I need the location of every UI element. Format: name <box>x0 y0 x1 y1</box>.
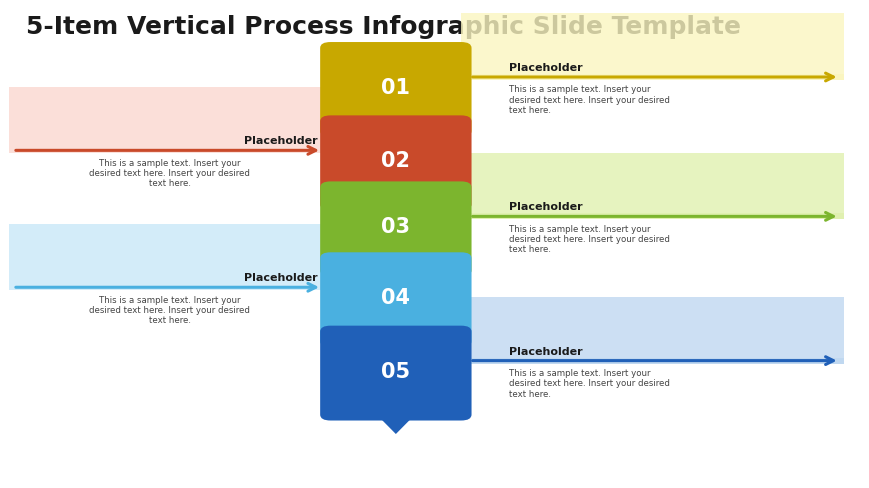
Text: 04: 04 <box>381 288 410 307</box>
FancyBboxPatch shape <box>461 214 843 220</box>
Text: This is a sample text. Insert your
desired text here. Insert your desired
text h: This is a sample text. Insert your desir… <box>508 85 669 115</box>
Polygon shape <box>376 342 415 356</box>
FancyBboxPatch shape <box>461 15 843 81</box>
Text: This is a sample text. Insert your
desired text here. Insert your desired
text h: This is a sample text. Insert your desir… <box>90 295 249 325</box>
Text: 5-Item Vertical Process Infographic Slide Template: 5-Item Vertical Process Infographic Slid… <box>26 15 740 39</box>
Text: Placeholder: Placeholder <box>508 346 582 356</box>
FancyBboxPatch shape <box>461 297 843 364</box>
Text: 05: 05 <box>381 361 410 381</box>
FancyBboxPatch shape <box>461 154 843 220</box>
Text: 03: 03 <box>381 217 410 237</box>
FancyBboxPatch shape <box>320 43 471 138</box>
Polygon shape <box>376 271 415 285</box>
Text: This is a sample text. Insert your
desired text here. Insert your desired
text h: This is a sample text. Insert your desir… <box>90 158 249 188</box>
Text: Placeholder: Placeholder <box>243 273 317 283</box>
FancyBboxPatch shape <box>461 358 843 364</box>
Text: This is a sample text. Insert your
desired text here. Insert your desired
text h: This is a sample text. Insert your desir… <box>508 224 669 254</box>
FancyBboxPatch shape <box>9 224 330 290</box>
Text: 01: 01 <box>381 78 410 98</box>
Text: This is a sample text. Insert your
desired text here. Insert your desired
text h: This is a sample text. Insert your desir… <box>508 368 669 398</box>
Text: Placeholder: Placeholder <box>508 202 582 212</box>
FancyBboxPatch shape <box>320 253 471 347</box>
Text: 02: 02 <box>381 151 410 171</box>
FancyBboxPatch shape <box>9 88 330 154</box>
Polygon shape <box>376 132 415 146</box>
Text: Placeholder: Placeholder <box>243 136 317 146</box>
FancyBboxPatch shape <box>320 116 471 211</box>
Text: Placeholder: Placeholder <box>508 63 582 73</box>
FancyBboxPatch shape <box>320 182 471 277</box>
Polygon shape <box>376 415 415 434</box>
Polygon shape <box>376 205 415 219</box>
FancyBboxPatch shape <box>461 75 843 81</box>
FancyBboxPatch shape <box>320 326 471 421</box>
